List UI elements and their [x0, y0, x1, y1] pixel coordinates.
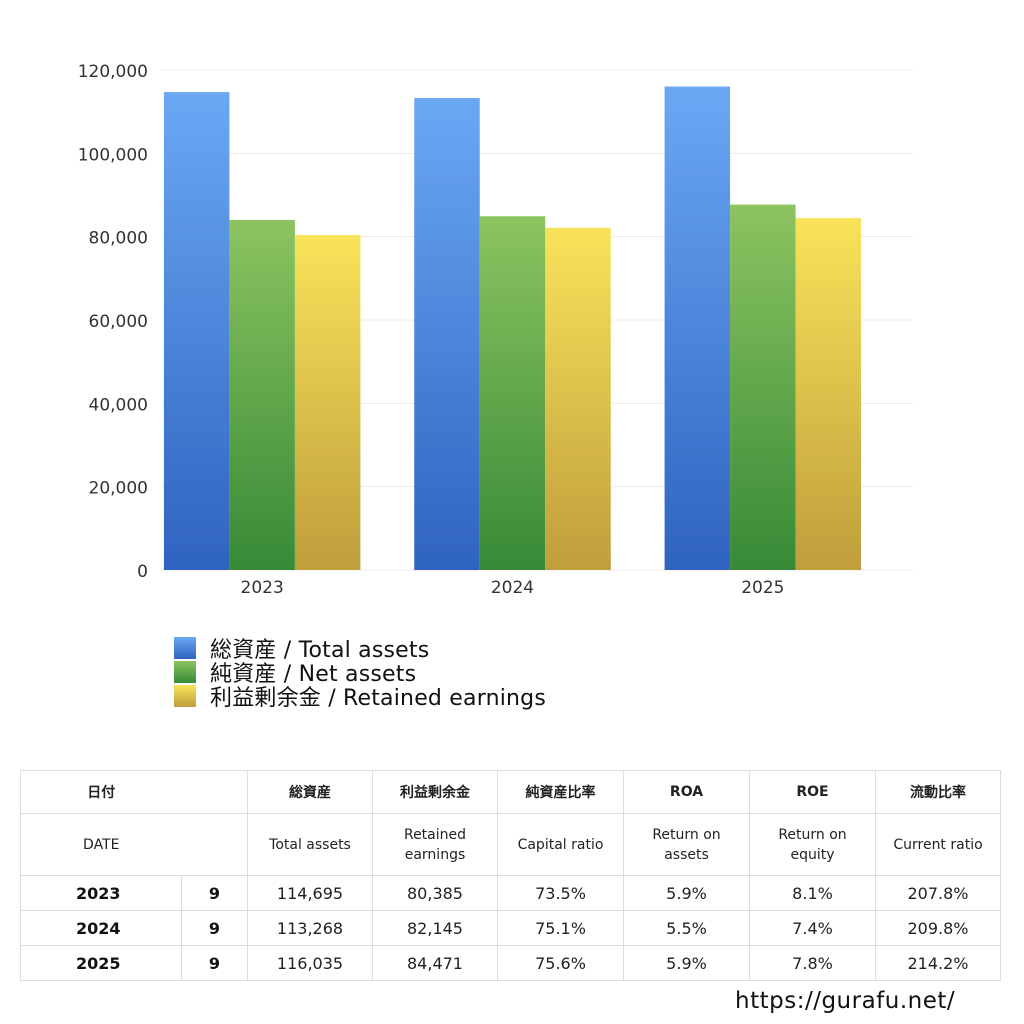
header-total-assets-en: Total assets [247, 813, 373, 876]
header-retained-en-line2: earnings [404, 846, 466, 863]
row-roa: 5.9% [623, 945, 750, 981]
legend-label-retained-earnings: 利益剰余金 / Retained earnings [210, 686, 546, 711]
table-row: 2024 9 113,268 82,145 75.1% 5.5% 7.4% 20… [20, 910, 1001, 946]
bar-2025-series-1 [730, 204, 796, 571]
bar-2025-series-2 [795, 218, 862, 570]
y-axis-ticks: 0 20,000 40,000 60,000 80,000 100,000 120,000 [78, 62, 148, 582]
header-roe-en-line1: Return on [778, 826, 847, 843]
bar-chart: 020,00040,00060,00080,000100,000120,000 … [78, 62, 913, 598]
header-retained-ja: 利益剰余金 [372, 770, 498, 814]
table-header-ja: 日付 総資産 利益剰余金 純資産比率 ROA ROE 流動比率 [20, 770, 1001, 814]
header-roa-en: Return on assets [623, 813, 750, 876]
row-retained: 84,471 [372, 945, 498, 981]
header-month-ja [181, 770, 248, 814]
bar-2023-series-1 [229, 220, 295, 570]
legend-label-net-assets: 純資産 / Net assets [210, 662, 417, 687]
header-roe-en-line2: equity [790, 846, 835, 863]
row-month: 9 [181, 945, 248, 981]
financial-table: 日付 総資産 利益剰余金 純資産比率 ROA ROE 流動比率 DATE Tot… [20, 770, 1001, 981]
row-year: 2023 [20, 875, 182, 911]
row-current-ratio: 207.8% [875, 875, 1001, 911]
legend-item-retained-earnings: 利益剰余金 / Retained earnings [174, 684, 546, 711]
bar-2024-series-0 [414, 98, 480, 571]
header-total-assets-ja: 総資産 [247, 770, 373, 814]
legend-item-total-assets: 総資産 / Total assets [174, 636, 546, 663]
row-roe: 8.1% [749, 875, 876, 911]
legend-item-net-assets: 純資産 / Net assets [174, 660, 546, 687]
header-retained-en-line1: Retained [403, 826, 467, 843]
bar-2024-series-2 [545, 227, 611, 570]
table-row: 2023 9 114,695 80,385 73.5% 5.9% 8.1% 20… [20, 875, 1001, 911]
row-roe: 7.8% [749, 945, 876, 981]
header-capital-ratio-en: Capital ratio [497, 813, 624, 876]
header-roe-en: Return on equity [749, 813, 876, 876]
header-roa-en-line1: Return on [652, 826, 721, 843]
row-retained: 80,385 [372, 875, 498, 911]
row-retained: 82,145 [372, 910, 498, 946]
site-url: https://gurafu.net/ [735, 988, 956, 1014]
header-date-en: DATE [20, 813, 182, 876]
y-tick-label: 60,000 [89, 312, 148, 332]
row-total-assets: 114,695 [247, 875, 373, 911]
row-roa: 5.9% [623, 875, 750, 911]
y-tick-label: 80,000 [89, 229, 148, 249]
header-date-ja: 日付 [20, 770, 182, 814]
x-tick-label: 2023 [241, 578, 284, 598]
bar-2023-series-0 [163, 92, 230, 571]
legend-swatch-net-assets [174, 661, 196, 683]
bar-2025-series-0 [664, 86, 731, 570]
header-current-ratio-en: Current ratio [875, 813, 1001, 876]
y-tick-label: 40,000 [89, 395, 148, 415]
header-month-en [181, 813, 248, 876]
row-roe: 7.4% [749, 910, 876, 946]
bar-2023-series-2 [294, 235, 361, 570]
legend-swatch-retained-earnings [174, 685, 196, 707]
legend-label-total-assets: 総資産 / Total assets [210, 638, 430, 663]
y-tick-label: 100,000 [78, 145, 148, 165]
row-total-assets: 113,268 [247, 910, 373, 946]
header-roa-ja: ROA [623, 770, 750, 814]
y-tick-label: 20,000 [89, 479, 148, 499]
bars [163, 86, 862, 571]
row-capital-ratio: 75.1% [497, 910, 624, 946]
bar-2024-series-1 [479, 216, 546, 570]
header-retained-en: Retained earnings [372, 813, 498, 876]
row-year: 2024 [20, 910, 182, 946]
row-capital-ratio: 75.6% [497, 945, 624, 981]
row-month: 9 [181, 910, 248, 946]
x-axis-ticks: 2023 2024 2025 [241, 578, 785, 598]
row-current-ratio: 209.8% [875, 910, 1001, 946]
row-month: 9 [181, 875, 248, 911]
row-current-ratio: 214.2% [875, 945, 1001, 981]
chart-legend: 総資産 / Total assets 純資産 / Net assets 利益剰余… [174, 636, 546, 711]
row-roa: 5.5% [623, 910, 750, 946]
legend-swatch-total-assets [174, 637, 196, 659]
row-capital-ratio: 73.5% [497, 875, 624, 911]
y-tick-label: 0 [137, 562, 148, 582]
row-total-assets: 116,035 [247, 945, 373, 981]
header-capital-ratio-ja: 純資産比率 [497, 770, 624, 814]
y-tick-label: 120,000 [78, 62, 148, 82]
x-tick-label: 2024 [491, 578, 534, 598]
table-header-en: DATE Total assets Retained earnings Capit… [20, 813, 1001, 876]
row-year: 2025 [20, 945, 182, 981]
table-row: 2025 9 116,035 84,471 75.6% 5.9% 7.8% 21… [20, 945, 1001, 981]
header-roe-ja: ROE [749, 770, 876, 814]
x-tick-label: 2025 [741, 578, 784, 598]
header-current-ratio-ja: 流動比率 [875, 770, 1001, 814]
header-roa-en-line2: assets [664, 846, 709, 863]
